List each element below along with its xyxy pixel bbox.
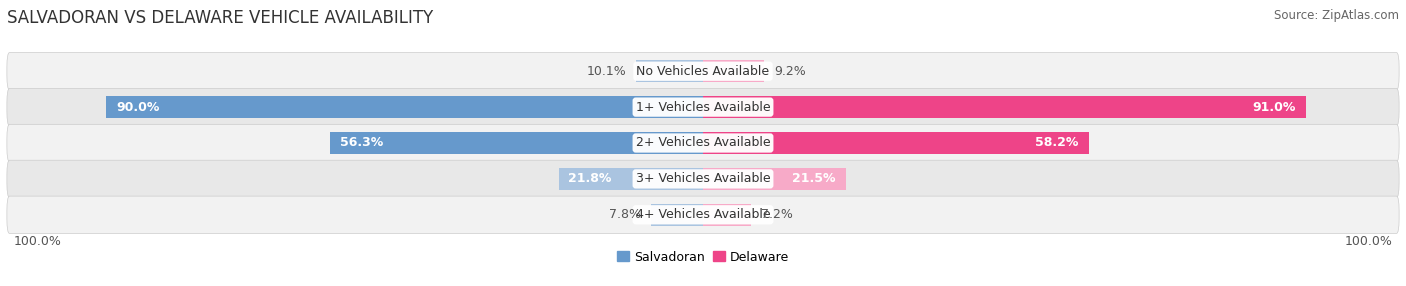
Bar bbox=[703, 96, 1306, 118]
Text: 10.1%: 10.1% bbox=[586, 65, 626, 78]
Text: 90.0%: 90.0% bbox=[117, 101, 160, 114]
Text: 3+ Vehicles Available: 3+ Vehicles Available bbox=[636, 172, 770, 185]
Text: 58.2%: 58.2% bbox=[1035, 136, 1078, 150]
Bar bbox=[703, 60, 763, 82]
Bar bbox=[703, 132, 1088, 154]
Text: 100.0%: 100.0% bbox=[14, 235, 62, 248]
Text: Source: ZipAtlas.com: Source: ZipAtlas.com bbox=[1274, 9, 1399, 21]
Text: No Vehicles Available: No Vehicles Available bbox=[637, 65, 769, 78]
Bar bbox=[558, 168, 703, 190]
Bar bbox=[330, 132, 703, 154]
Text: 7.8%: 7.8% bbox=[609, 208, 641, 221]
Bar bbox=[703, 168, 845, 190]
Text: 1+ Vehicles Available: 1+ Vehicles Available bbox=[636, 101, 770, 114]
Bar bbox=[651, 204, 703, 226]
Text: 7.2%: 7.2% bbox=[761, 208, 793, 221]
Text: 9.2%: 9.2% bbox=[773, 65, 806, 78]
Legend: Salvadoran, Delaware: Salvadoran, Delaware bbox=[612, 246, 794, 269]
Text: 56.3%: 56.3% bbox=[340, 136, 382, 150]
Text: 21.5%: 21.5% bbox=[792, 172, 835, 185]
Text: 2+ Vehicles Available: 2+ Vehicles Available bbox=[636, 136, 770, 150]
Text: 4+ Vehicles Available: 4+ Vehicles Available bbox=[636, 208, 770, 221]
FancyBboxPatch shape bbox=[7, 124, 1399, 162]
Text: 21.8%: 21.8% bbox=[568, 172, 612, 185]
Bar bbox=[703, 204, 751, 226]
FancyBboxPatch shape bbox=[7, 53, 1399, 90]
Text: SALVADORAN VS DELAWARE VEHICLE AVAILABILITY: SALVADORAN VS DELAWARE VEHICLE AVAILABIL… bbox=[7, 9, 433, 27]
Bar bbox=[636, 60, 703, 82]
FancyBboxPatch shape bbox=[7, 160, 1399, 198]
FancyBboxPatch shape bbox=[7, 196, 1399, 233]
FancyBboxPatch shape bbox=[7, 88, 1399, 126]
Text: 100.0%: 100.0% bbox=[1344, 235, 1392, 248]
Text: 91.0%: 91.0% bbox=[1253, 101, 1296, 114]
Bar bbox=[107, 96, 703, 118]
